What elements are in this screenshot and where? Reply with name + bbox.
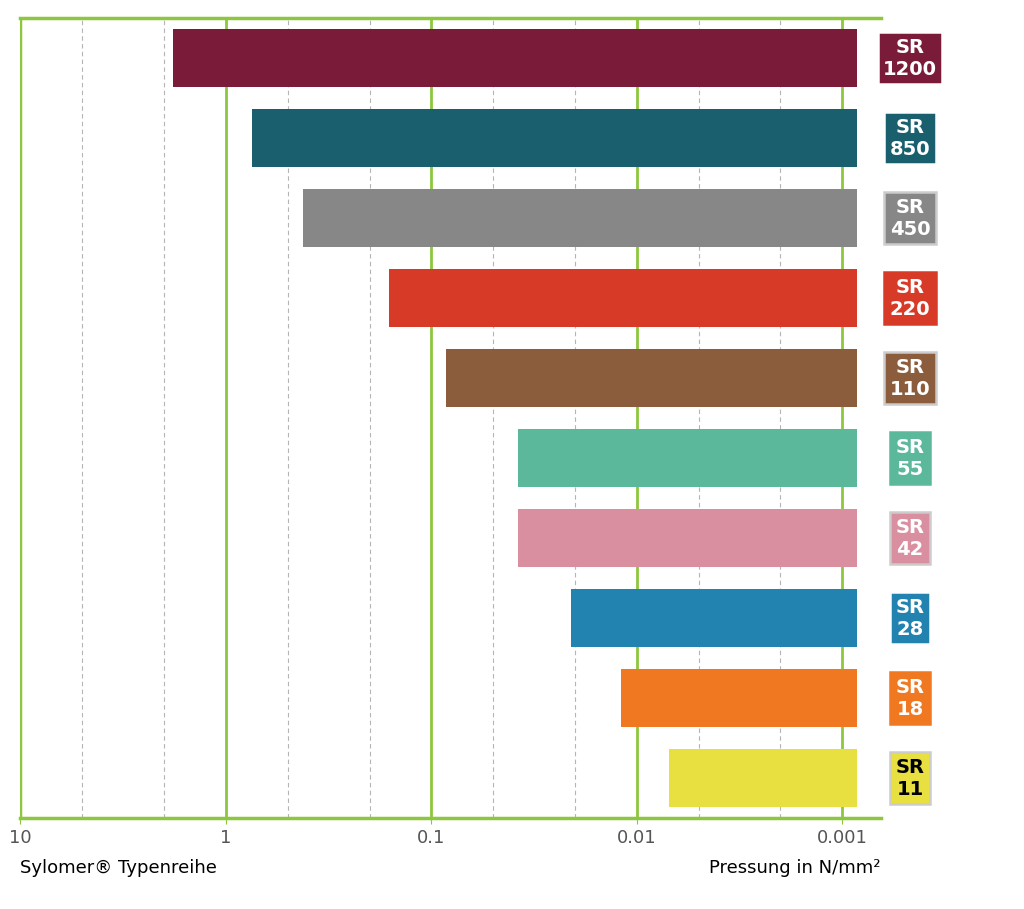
Bar: [173, 29, 857, 87]
Text: SR
42: SR 42: [895, 517, 925, 559]
Text: SR
1200: SR 1200: [883, 37, 937, 79]
Text: SR
18: SR 18: [895, 677, 925, 719]
Text: SR
28: SR 28: [895, 597, 925, 639]
Text: SR
450: SR 450: [890, 197, 930, 239]
Bar: [518, 509, 857, 567]
Text: Sylomer® Typenreihe: Sylomer® Typenreihe: [20, 859, 217, 876]
Bar: [621, 669, 857, 727]
Text: SR
11: SR 11: [895, 757, 925, 799]
Text: SR
55: SR 55: [895, 437, 925, 479]
Bar: [570, 589, 857, 647]
Bar: [303, 189, 857, 247]
Bar: [389, 269, 857, 327]
Text: SR
110: SR 110: [890, 357, 930, 399]
Bar: [445, 349, 857, 407]
Bar: [518, 429, 857, 487]
Text: SR
850: SR 850: [890, 117, 930, 159]
Bar: [252, 109, 857, 167]
Text: SR
220: SR 220: [890, 277, 930, 319]
Bar: [669, 749, 857, 807]
Text: Pressung in N/mm²: Pressung in N/mm²: [710, 859, 881, 876]
